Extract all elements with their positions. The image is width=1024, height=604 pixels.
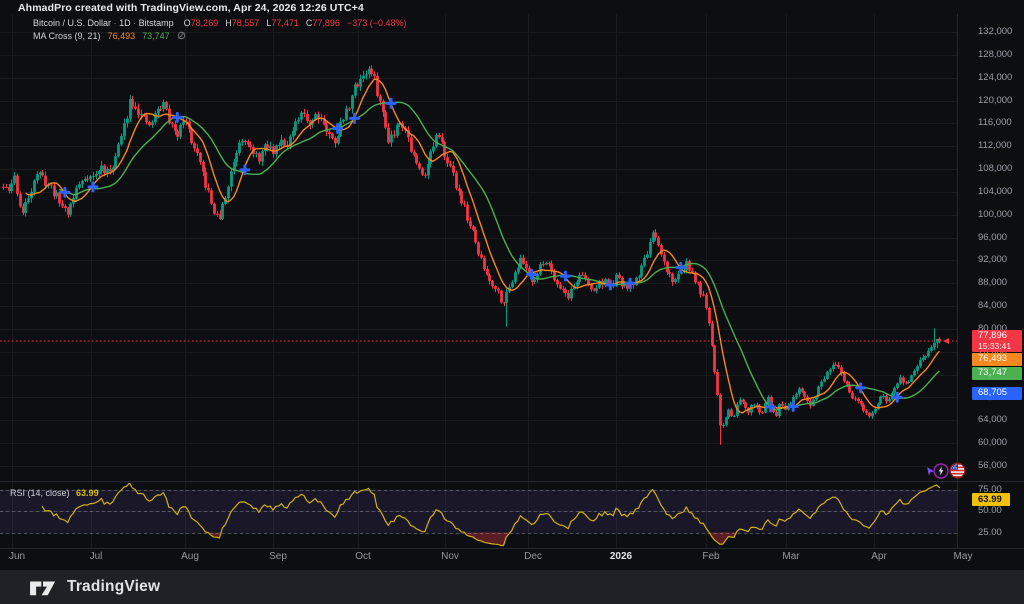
ma-fast-value: 76,493 xyxy=(107,31,136,41)
price-tick: 84,000 xyxy=(978,300,1008,312)
price-tick: 104,000 xyxy=(978,185,1013,197)
rsi-legend: RSI (14, close) 63.99 xyxy=(10,488,99,498)
symbol-title[interactable]: Bitcoin / U.S. Dollar xyxy=(33,18,112,28)
ma-slow-price-label: 73,747 xyxy=(972,366,1022,380)
ma-slow-value: 73,747 xyxy=(142,31,170,41)
countdown-timer: 15:33:41 xyxy=(978,340,1012,351)
ma-cross-label[interactable]: MA Cross (9, 21) xyxy=(33,31,101,41)
price-tick: 88,000 xyxy=(978,277,1008,289)
ma-fast-price-label: 76,493 xyxy=(972,352,1022,366)
events-bolt-icon[interactable] xyxy=(933,463,949,479)
time-label: Jul xyxy=(89,551,103,562)
price-tick: 128,000 xyxy=(978,48,1013,60)
rsi-tick: 75.00 xyxy=(978,484,1002,495)
hide-indicator-icon[interactable] xyxy=(177,31,186,40)
close-label: C xyxy=(305,18,313,28)
time-label: Oct xyxy=(355,551,371,562)
time-label: Feb xyxy=(702,551,720,562)
time-label: Nov xyxy=(441,551,459,562)
low-label: L xyxy=(266,18,272,28)
time-label: Dec xyxy=(524,551,542,562)
rsi-label[interactable]: RSI (14, close) xyxy=(10,488,70,498)
price-tick: 56,000 xyxy=(978,460,1008,471)
rsi-value: 63.99 xyxy=(76,488,99,498)
low-value: 77,471 xyxy=(271,18,299,28)
exchange-label: Bitstamp xyxy=(138,18,174,28)
interval-label[interactable]: 1D xyxy=(119,18,131,28)
price-tick: 124,000 xyxy=(978,71,1013,83)
price-tick: 120,000 xyxy=(978,94,1013,106)
last-price-label: 77,896 15:33:41 xyxy=(972,329,1022,352)
rsi-value-label: 63.99 xyxy=(972,492,1010,506)
close-value: 77,896 xyxy=(312,18,340,28)
time-label: Apr xyxy=(871,551,887,562)
brand-name[interactable]: TradingView xyxy=(67,578,161,595)
price-tick: 96,000 xyxy=(978,231,1008,243)
footer-bar: TradingView xyxy=(0,570,1024,604)
price-tick: 64,000 xyxy=(978,414,1008,426)
price-tick: 92,000 xyxy=(978,254,1008,266)
attribution-text: AhmadPro created with TradingView.com, A… xyxy=(18,2,364,14)
price-tick: 116,000 xyxy=(978,117,1012,129)
price-tick: 60,000 xyxy=(978,437,1008,449)
us-flag-event-icon[interactable] xyxy=(949,462,966,479)
price-tick: 112,000 xyxy=(978,140,1012,152)
symbol-row: Bitcoin / U.S. Dollar · 1D · Bitstamp O7… xyxy=(33,18,407,28)
time-label: May xyxy=(953,551,973,562)
blue-price-label: 68,705 xyxy=(972,386,1022,400)
time-label: Aug xyxy=(181,551,199,562)
open-label: O xyxy=(183,18,191,28)
chart-legend: Bitcoin / U.S. Dollar · 1D · Bitstamp O7… xyxy=(33,17,406,43)
time-label: Mar xyxy=(782,551,800,562)
high-label: H xyxy=(225,18,232,28)
time-label: Jun xyxy=(8,551,26,562)
rsi-tick: 25.00 xyxy=(978,526,1002,538)
open-value: 78,269 xyxy=(190,18,219,28)
price-tick: 80,000 xyxy=(978,322,1008,334)
cursor-icon xyxy=(926,466,935,476)
time-label: 2026 xyxy=(609,551,633,562)
price-tick: 100,000 xyxy=(978,208,1013,220)
high-value: 78,557 xyxy=(231,18,260,28)
change-value: −373 (−0.48%) xyxy=(346,18,407,28)
time-label: Sep xyxy=(269,551,287,562)
price-tick: 132,000 xyxy=(978,26,1013,37)
rsi-tick: 50.00 xyxy=(978,505,1002,517)
price-tick: 108,000 xyxy=(978,163,1013,175)
ma-cross-row: MA Cross (9, 21) 76,493 73,747 xyxy=(33,30,406,43)
tradingview-logo-icon[interactable] xyxy=(28,578,58,597)
